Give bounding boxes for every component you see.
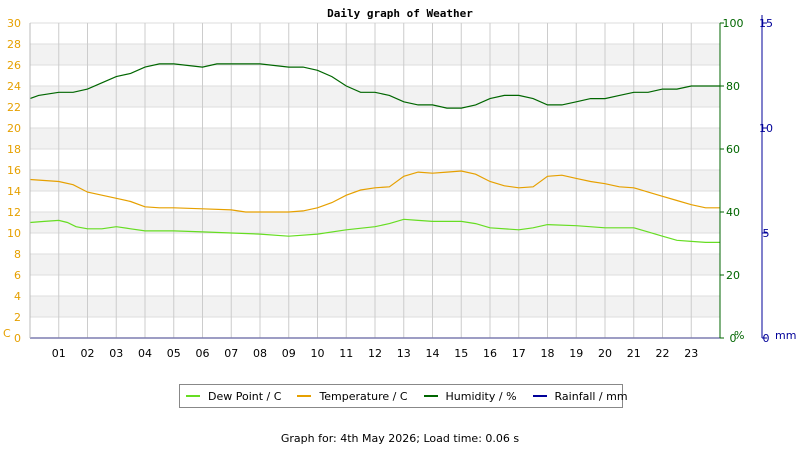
grid-lines (30, 22, 720, 339)
x-tick-label: 03 (109, 347, 123, 360)
series-line-humidity (29, 63, 720, 109)
x-tick-label: 20 (598, 347, 612, 360)
x-tick-label: 16 (483, 347, 497, 360)
rainfall-tick-label: 10 (759, 122, 773, 135)
legend-label: Temperature / C (319, 389, 408, 403)
x-tick-label: 14 (426, 347, 440, 360)
legend-item: Temperature / C (295, 389, 408, 403)
x-tick-label: 02 (81, 347, 95, 360)
x-tick-label: 22 (656, 347, 670, 360)
left-tick-label: 4 (14, 290, 21, 303)
footer-prefix: Graph for: (280, 432, 341, 445)
left-tick-label: 20 (7, 122, 21, 135)
x-tick-label: 11 (339, 347, 353, 360)
x-tick-label: 18 (541, 347, 555, 360)
humidity-tick-label: 40 (726, 206, 740, 219)
x-tick-label: 15 (454, 347, 468, 360)
left-tick-label: 12 (7, 206, 21, 219)
x-tick-label: 10 (311, 347, 325, 360)
x-tick-label: 19 (569, 347, 583, 360)
rainfall-axis-unit: mm (775, 329, 796, 342)
legend-item: Rainfall / mm (531, 390, 628, 403)
left-axis-unit: C (3, 327, 11, 340)
footer-date: 4th May 2026 (340, 432, 417, 445)
x-tick-label: 01 (52, 347, 66, 360)
humidity-tick-label: 0 (730, 332, 737, 345)
legend-label: Rainfall / mm (554, 389, 628, 403)
series-line-temperature (29, 170, 720, 213)
left-tick-label: 22 (7, 101, 21, 114)
x-tick-label: 12 (368, 347, 382, 360)
legend-swatch (423, 395, 438, 397)
legend-swatch (532, 395, 547, 397)
x-tick-label: 04 (138, 347, 152, 360)
left-tick-label: 8 (14, 248, 21, 261)
legend-item: Humidity / % (422, 390, 517, 403)
x-tick-label: 07 (224, 347, 238, 360)
left-tick-label: 28 (7, 38, 21, 51)
left-tick-label: 16 (7, 164, 21, 177)
footer-separator: ; (416, 432, 424, 445)
left-tick-label: 24 (7, 80, 21, 93)
rainfall-tick-label: 0 (763, 332, 770, 345)
x-tick-label: 09 (282, 347, 296, 360)
humidity-tick-label: 20 (726, 269, 740, 282)
chart-legend: Dew Point / C Temperature / C Humidity / %… (179, 384, 628, 408)
x-tick-label: 13 (397, 347, 411, 360)
footer-status: Graph for: 4th May 2026; Load time: 0.06… (0, 432, 800, 445)
footer-load-time: Load time: 0.06 s (423, 432, 520, 445)
humidity-tick-label: 80 (726, 80, 740, 93)
x-tick-label: 21 (627, 347, 641, 360)
x-tick-label: 23 (684, 347, 698, 360)
humidity-tick-label: 100 (723, 17, 744, 30)
left-tick-label: 18 (7, 143, 21, 156)
rainfall-tick-label: 5 (763, 227, 770, 240)
left-tick-label: 30 (7, 17, 21, 30)
x-tick-label: 17 (512, 347, 526, 360)
left-tick-label: 26 (7, 59, 21, 72)
legend-swatch (297, 395, 312, 397)
x-tick-label: 06 (196, 347, 210, 360)
legend-label: Dew Point / C (208, 389, 282, 403)
left-tick-label: 10 (7, 227, 21, 240)
legend-item: Dew Point / C (184, 390, 281, 403)
left-tick-label: 2 (14, 311, 21, 324)
left-tick-label: 14 (7, 185, 21, 198)
x-tick-label: 08 (253, 347, 267, 360)
rainfall-tick-label: 15 (759, 17, 773, 30)
x-tick-label: 05 (167, 347, 181, 360)
humidity-axis-unit: % (734, 329, 744, 342)
left-tick-label: 0 (14, 332, 21, 345)
series-line-dew (29, 218, 720, 243)
left-tick-label: 6 (14, 269, 21, 282)
legend-label: Humidity / % (445, 389, 517, 403)
humidity-tick-label: 60 (726, 143, 740, 156)
chart-title: Daily graph of Weather (327, 7, 473, 20)
legend-swatch (186, 395, 200, 397)
